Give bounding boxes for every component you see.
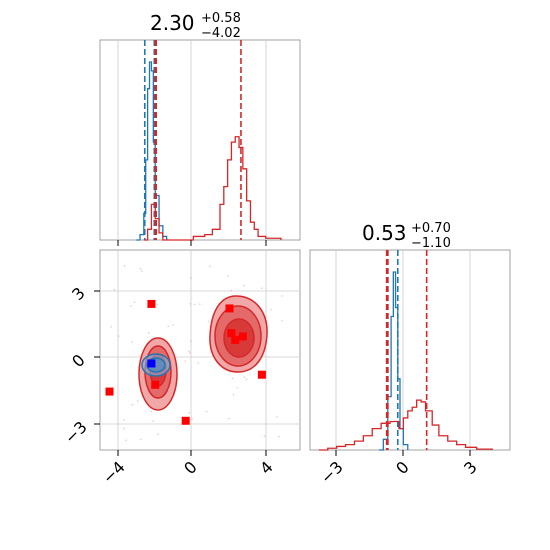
- marginal-panel-2-title-plus: +0.70: [411, 221, 451, 236]
- joint-blue-contours: [141, 353, 171, 377]
- marginal-panel-2-title-value: 0.53: [362, 221, 407, 245]
- sample-point: [231, 377, 234, 380]
- sample-point: [156, 303, 159, 306]
- p2-xtick-label-1: −3: [317, 457, 347, 487]
- sample-point: [188, 350, 190, 353]
- p3-ytick-label-3: −3: [61, 417, 91, 447]
- sample-point: [275, 416, 278, 418]
- sample-point: [208, 265, 211, 268]
- p3-ytick-label-2: 0: [68, 350, 89, 371]
- sample-point: [281, 319, 283, 322]
- marginal-panel-2-frame: [309, 249, 511, 451]
- sample-point: [172, 324, 175, 326]
- p3-xtick-label-1: −4: [99, 457, 129, 487]
- red-histogram: [143, 136, 282, 241]
- sample-point: [263, 435, 266, 438]
- red-marker-9: [257, 370, 266, 379]
- sample-point: [193, 303, 196, 306]
- sample-point: [207, 320, 210, 323]
- sample-point: [184, 360, 187, 362]
- sample-point: [230, 289, 232, 292]
- red-marker-8: [238, 332, 247, 341]
- sample-point: [260, 287, 263, 290]
- sample-point: [198, 303, 201, 306]
- marginal-panel-2-title: 0.53 +0.70 −1.10: [362, 221, 451, 251]
- marginal-panel-2-plot: [318, 250, 493, 451]
- marginal-panel-1-ticks: [117, 240, 267, 246]
- sample-point: [270, 308, 273, 311]
- sample-point: [123, 419, 125, 422]
- joint-panel-grid: [100, 250, 300, 450]
- sample-point: [117, 335, 120, 338]
- sample-point: [113, 288, 116, 291]
- sample-point: [125, 439, 127, 442]
- sample-point: [191, 418, 194, 420]
- red-marker-1: [105, 387, 114, 396]
- blue-marker: [147, 359, 156, 368]
- red-histogram: [318, 399, 493, 451]
- sample-point: [242, 284, 245, 287]
- sample-point: [139, 267, 142, 270]
- joint-panel-frame: [99, 249, 301, 451]
- red-marker-6: [227, 329, 236, 338]
- sample-point: [197, 362, 200, 364]
- sample-point: [189, 303, 192, 305]
- marginal-panel-2-xticks: −3 0 3: [317, 450, 481, 488]
- red-marker-4: [181, 416, 190, 425]
- marginal-panel-2: 0.53 +0.70 −1.10 −3 0 3: [309, 221, 511, 488]
- red-marker-3: [151, 380, 160, 389]
- sample-point: [136, 400, 139, 402]
- sample-point: [278, 435, 280, 438]
- p2-xtick-label-3: 3: [460, 457, 481, 478]
- sample-point: [157, 433, 159, 436]
- marginal-panel-1: 2.30 +0.58 −4.02: [99, 11, 301, 246]
- p3-xtick-label-2: 0: [180, 457, 201, 478]
- sample-point: [129, 305, 132, 307]
- joint-panel-markers: [105, 299, 266, 425]
- sample-point: [140, 270, 143, 272]
- marginal-panel-1-title: 2.30 +0.58 −4.02: [150, 11, 241, 41]
- marginal-panel-1-plot: [136, 40, 282, 241]
- sample-point: [205, 410, 208, 413]
- marginal-panel-2-grid: [335, 250, 471, 450]
- marginal-panel-1-title-value: 2.30: [150, 11, 195, 35]
- sample-point: [232, 393, 235, 396]
- sample-point: [123, 264, 126, 267]
- sample-point: [139, 438, 142, 441]
- marginal-panel-1-grid: [117, 40, 267, 240]
- red-marker-7: [231, 335, 240, 344]
- marginal-panel-1-frame: [99, 39, 301, 241]
- p3-xtick-label-3: 4: [256, 457, 277, 478]
- marginal-panel-1-title-plus: +0.58: [201, 11, 241, 26]
- marginal-panel-1-title-minus: −4.02: [201, 26, 241, 41]
- sample-point: [227, 274, 230, 277]
- sample-point: [188, 352, 191, 354]
- sample-point: [131, 403, 134, 406]
- p3-ytick-label-1: 3: [68, 283, 89, 304]
- sample-point: [133, 301, 136, 304]
- sample-point: [167, 325, 170, 328]
- blue-histogram: [136, 61, 168, 241]
- red-marker-5: [225, 304, 234, 313]
- sample-point: [245, 378, 248, 381]
- sample-point: [188, 412, 190, 414]
- sample-point: [147, 331, 150, 334]
- sample-point: [152, 420, 154, 422]
- joint-panel: −4 0 4 3 0 −3: [61, 249, 301, 488]
- sample-point: [150, 410, 153, 413]
- red-contour-blob-right: [209, 295, 268, 373]
- sample-point: [110, 325, 113, 328]
- sample-point: [228, 417, 230, 420]
- sample-point: [281, 295, 283, 297]
- red-marker-2: [147, 299, 156, 308]
- marginal-panel-2-title-minus: −1.10: [411, 236, 451, 251]
- sample-point: [123, 427, 126, 430]
- sample-point: [243, 376, 246, 379]
- sample-point: [130, 341, 133, 343]
- sample-point: [190, 340, 193, 342]
- sample-point: [190, 277, 193, 280]
- sample-point: [236, 386, 239, 389]
- p2-xtick-label-2: 0: [392, 457, 413, 478]
